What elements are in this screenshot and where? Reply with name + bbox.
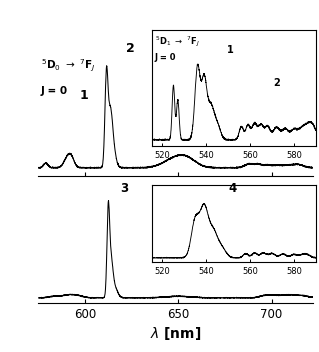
Text: 1: 1 bbox=[79, 89, 88, 102]
Text: 4: 4 bbox=[229, 182, 237, 195]
X-axis label: $\lambda$ [nm]: $\lambda$ [nm] bbox=[150, 325, 201, 342]
Text: 3: 3 bbox=[120, 182, 129, 195]
Text: 2: 2 bbox=[126, 42, 135, 55]
Text: $^5$D$_0$ $\rightarrow$ $^7$F$_J$: $^5$D$_0$ $\rightarrow$ $^7$F$_J$ bbox=[41, 58, 96, 74]
Text: $^5$D$_1$ $\rightarrow$ $^7$F$_J$: $^5$D$_1$ $\rightarrow$ $^7$F$_J$ bbox=[155, 34, 199, 49]
Text: J = 0: J = 0 bbox=[41, 86, 68, 96]
Text: J = 0: J = 0 bbox=[155, 53, 176, 62]
Text: 2: 2 bbox=[273, 78, 280, 88]
Text: 1: 1 bbox=[227, 45, 234, 55]
